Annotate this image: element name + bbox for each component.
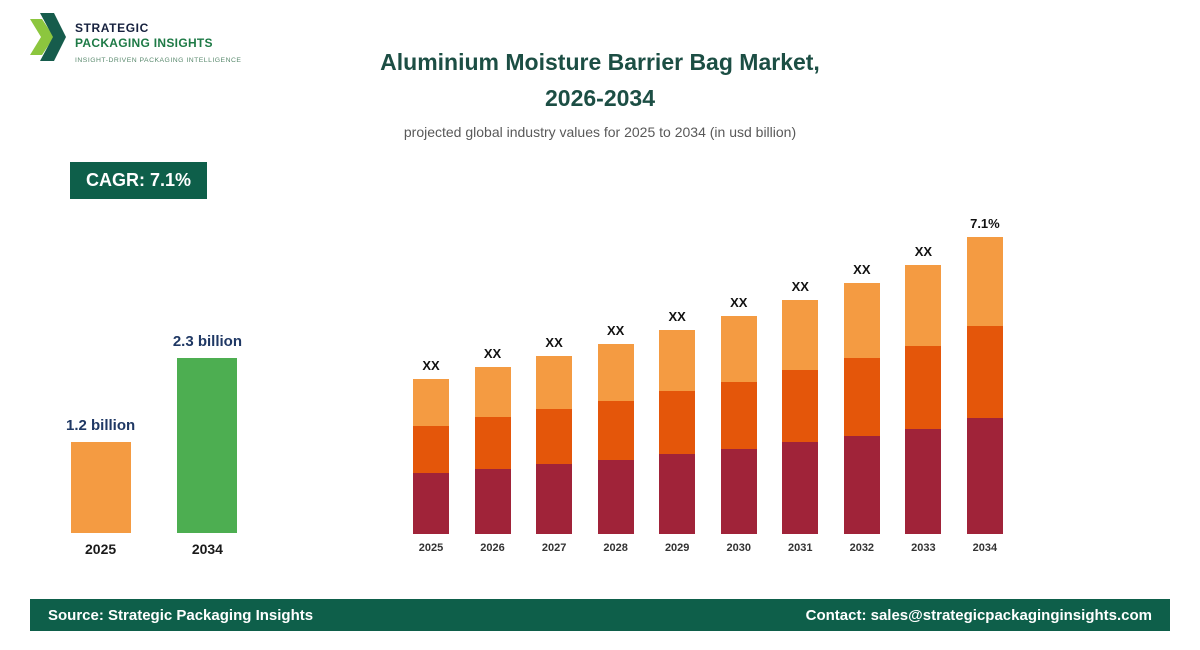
page-title-line2: 2026-2034: [545, 84, 655, 111]
mini-bar-value-label: 1.2 billion: [66, 417, 136, 434]
bottom-segment: [597, 460, 634, 534]
footer-contact: Contact: sales@strategicpackaginginsight…: [805, 606, 1152, 624]
bar-value-label: XX: [483, 346, 502, 361]
bar-year-label: 2030: [726, 542, 751, 554]
stacked-bar-group: XX 2028: [597, 323, 635, 554]
logo-tagline: INSIGHT-DRIVEN PACKAGING INTELLIGENCE: [75, 57, 242, 64]
top-segment: [782, 300, 819, 370]
bar-year-label: 2028: [603, 542, 628, 554]
bottom-segment: [474, 469, 511, 534]
stacked-bar-group: XX 2027: [535, 335, 573, 554]
top-segment: [843, 283, 880, 359]
bar-year-label: 2032: [849, 542, 875, 554]
bar-year-label: 2031: [788, 542, 813, 554]
stacked-bar-group: XX 2029: [658, 309, 696, 554]
middle-segment: [597, 400, 634, 461]
bottom-segment: [659, 453, 696, 534]
mini-bar: [70, 442, 131, 533]
top-segment: [536, 356, 573, 409]
mini-bar-year-label: 2025: [85, 541, 117, 557]
top-segment: [474, 367, 511, 418]
bar-stack: [597, 344, 634, 534]
cagr-badge: CAGR: 7.1%: [70, 162, 208, 199]
top-segment: [720, 316, 757, 382]
page-title: Aluminium Moisture Barrier Bag Market, 2…: [0, 45, 1200, 117]
bar-value-label: XX: [730, 295, 748, 310]
bar-value-label: XX: [422, 358, 440, 373]
mini-bar-year-label: 2034: [191, 541, 223, 557]
page-title-line1: Aluminium Moisture Barrier Bag Market,: [380, 49, 820, 75]
page-subtitle: projected global industry values for 202…: [403, 123, 797, 140]
mini-bar-group: 2.3 billion 2034: [173, 333, 242, 557]
top-segment: [966, 237, 1003, 327]
stacked-bar-group: XX 2032: [843, 262, 881, 554]
stacked-bar-group: XX 2030: [720, 295, 758, 554]
bar-stack: [536, 356, 573, 534]
bar-year-label: 2025: [418, 542, 444, 554]
bottom-segment: [905, 429, 942, 534]
mini-bar-value-label: 2.3 billion: [172, 333, 242, 350]
bar-stack: [720, 316, 757, 534]
bottom-segment: [966, 417, 1003, 534]
bottom-segment: [413, 473, 449, 534]
top-segment: [597, 344, 634, 401]
bottom-segment: [843, 435, 880, 534]
bottom-segment: [782, 442, 819, 534]
footer-bar: Source: Strategic Packaging Insights Con…: [30, 599, 1170, 631]
bar-year-label: 2029: [664, 542, 690, 554]
logo-chevron-icon: [30, 13, 66, 61]
bar-stack: [843, 283, 880, 534]
logo-line1: STRATEGIC: [75, 21, 149, 35]
footer-source: Source: Strategic Packaging Insights: [48, 606, 314, 624]
bar-stack: [966, 237, 1003, 534]
bar-value-label: XX: [791, 279, 809, 294]
bar-value-label: XX: [668, 309, 686, 324]
chart-title-block: Aluminium Moisture Barrier Bag Market, 2…: [0, 45, 1200, 140]
top-segment: [413, 379, 449, 426]
bar-value-label: XX: [914, 244, 933, 259]
mini-bar: [177, 358, 238, 533]
bar-year-label: 2033: [911, 542, 936, 554]
middle-segment: [843, 358, 880, 436]
stacked-bar-group: XX 2025: [412, 358, 450, 554]
bar-stack: [413, 379, 449, 534]
main-chart: XX 2025 XX 2026 XX 2027 XX 2028 XX 2029 XX 2030 XX 20…: [412, 216, 1004, 554]
bottom-segment: [720, 448, 757, 534]
bottom-segment: [536, 464, 573, 534]
mini-bar-group: 1.2 billion 2025: [66, 417, 135, 557]
middle-segment: [966, 326, 1003, 418]
bar-year-label: 2026: [480, 542, 505, 554]
middle-segment: [413, 425, 449, 474]
middle-segment: [659, 390, 696, 454]
bar-stack: [905, 265, 942, 534]
bar-value-label: XX: [545, 335, 563, 350]
stacked-bar-group: XX 2026: [474, 346, 512, 554]
logo-text: STRATEGIC PACKAGING INSIGHTS INSIGHT-DRI…: [75, 13, 241, 64]
middle-segment: [782, 369, 819, 443]
bar-value-label: 7.1%: [970, 216, 1000, 231]
stacked-bar-group: XX 2033: [904, 244, 942, 554]
bar-stack: [782, 300, 819, 534]
bar-stack: [474, 367, 511, 534]
middle-segment: [474, 417, 511, 470]
logo: STRATEGIC PACKAGING INSIGHTS INSIGHT-DRI…: [30, 13, 241, 64]
bar-year-label: 2027: [541, 542, 567, 554]
stacked-bar-group: XX 2031: [781, 279, 819, 554]
logo-line2: PACKAGING INSIGHTS: [75, 36, 213, 50]
middle-segment: [905, 346, 942, 430]
bar-stack: [659, 330, 696, 534]
top-segment: [905, 265, 942, 347]
top-segment: [659, 330, 696, 391]
middle-segment: [536, 408, 573, 465]
bar-value-label: XX: [606, 323, 625, 338]
middle-segment: [720, 381, 757, 449]
stacked-bar-group: 7.1% 2034: [966, 216, 1004, 554]
bar-value-label: XX: [853, 262, 871, 277]
mini-chart: 1.2 billion 2025 2.3 billion 2034: [66, 333, 242, 557]
bar-year-label: 2034: [972, 542, 998, 554]
